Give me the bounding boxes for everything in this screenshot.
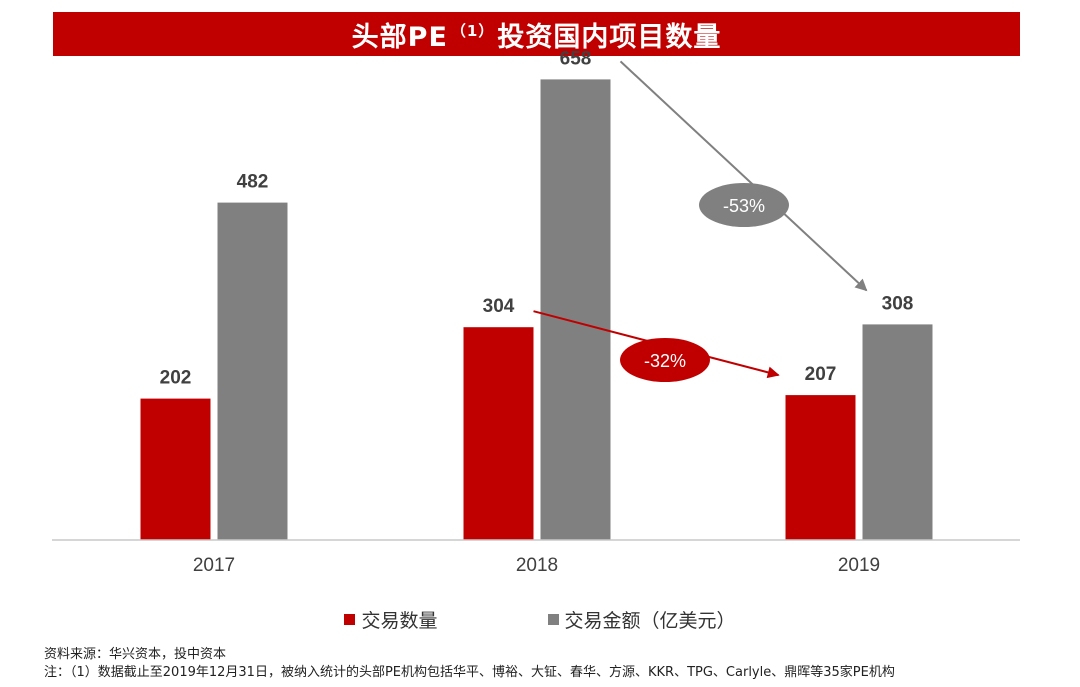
footnote: 注：（1）数据截止至2019年12月31日，被纳入统计的头部PE机构包括华平、博… xyxy=(44,665,895,680)
title-footnote-mark: （1） xyxy=(450,21,495,40)
bar-2017-series-1 xyxy=(140,398,211,540)
data-label-2018-series-1: 304 xyxy=(483,296,515,317)
bar-2019-series-2 xyxy=(862,324,933,540)
title-suffix: 投资国内项目数量 xyxy=(497,21,722,53)
x-tick-label-2018: 2018 xyxy=(516,555,558,576)
chart-title: 头部PE （1） 投资国内项目数量 xyxy=(53,12,1020,56)
legend-swatch-count xyxy=(344,614,356,625)
legend-label-amount: 交易金额（亿美元） xyxy=(564,610,736,632)
legend-item-count: 交易数量 xyxy=(344,606,438,633)
change-arrow-1 xyxy=(619,60,868,292)
data-label-2019-series-1: 207 xyxy=(805,364,837,385)
data-label-2019-series-2: 308 xyxy=(882,293,914,314)
legend-swatch-amount xyxy=(547,614,559,625)
bar-chart: 202 304 207 482 658 308 2017 2018 2019 -53% -32% xyxy=(52,48,1020,576)
bar-2018-series-1 xyxy=(463,327,534,540)
bar-2017-series-2 xyxy=(217,202,288,540)
legend-label-count: 交易数量 xyxy=(361,610,438,632)
footnotes: 资料来源：华兴资本，投中资本 注：（1）数据截止至2019年12月31日，被纳入… xyxy=(44,646,895,682)
data-label-2017-series-1: 202 xyxy=(160,368,192,389)
change-label-1: -53% xyxy=(723,196,765,216)
change-badge-1 xyxy=(699,183,789,227)
x-tick-label-2019: 2019 xyxy=(838,555,880,576)
legend-item-amount: 交易金额（亿美元） xyxy=(547,606,736,633)
data-label-2017-series-2: 482 xyxy=(237,172,269,193)
x-tick-label-2017: 2017 xyxy=(193,555,235,576)
source-note: 资料来源：华兴资本，投中资本 xyxy=(44,647,227,662)
change-badge-2 xyxy=(620,338,710,382)
bar-2018-series-2 xyxy=(540,79,611,541)
legend: 交易数量 交易金额（亿美元） xyxy=(0,606,1080,633)
title-main: 头部PE xyxy=(351,21,448,53)
bar-2019-series-1 xyxy=(785,395,856,540)
change-label-2: -32% xyxy=(644,351,686,371)
data-label-2018-series-2: 658 xyxy=(560,48,592,69)
